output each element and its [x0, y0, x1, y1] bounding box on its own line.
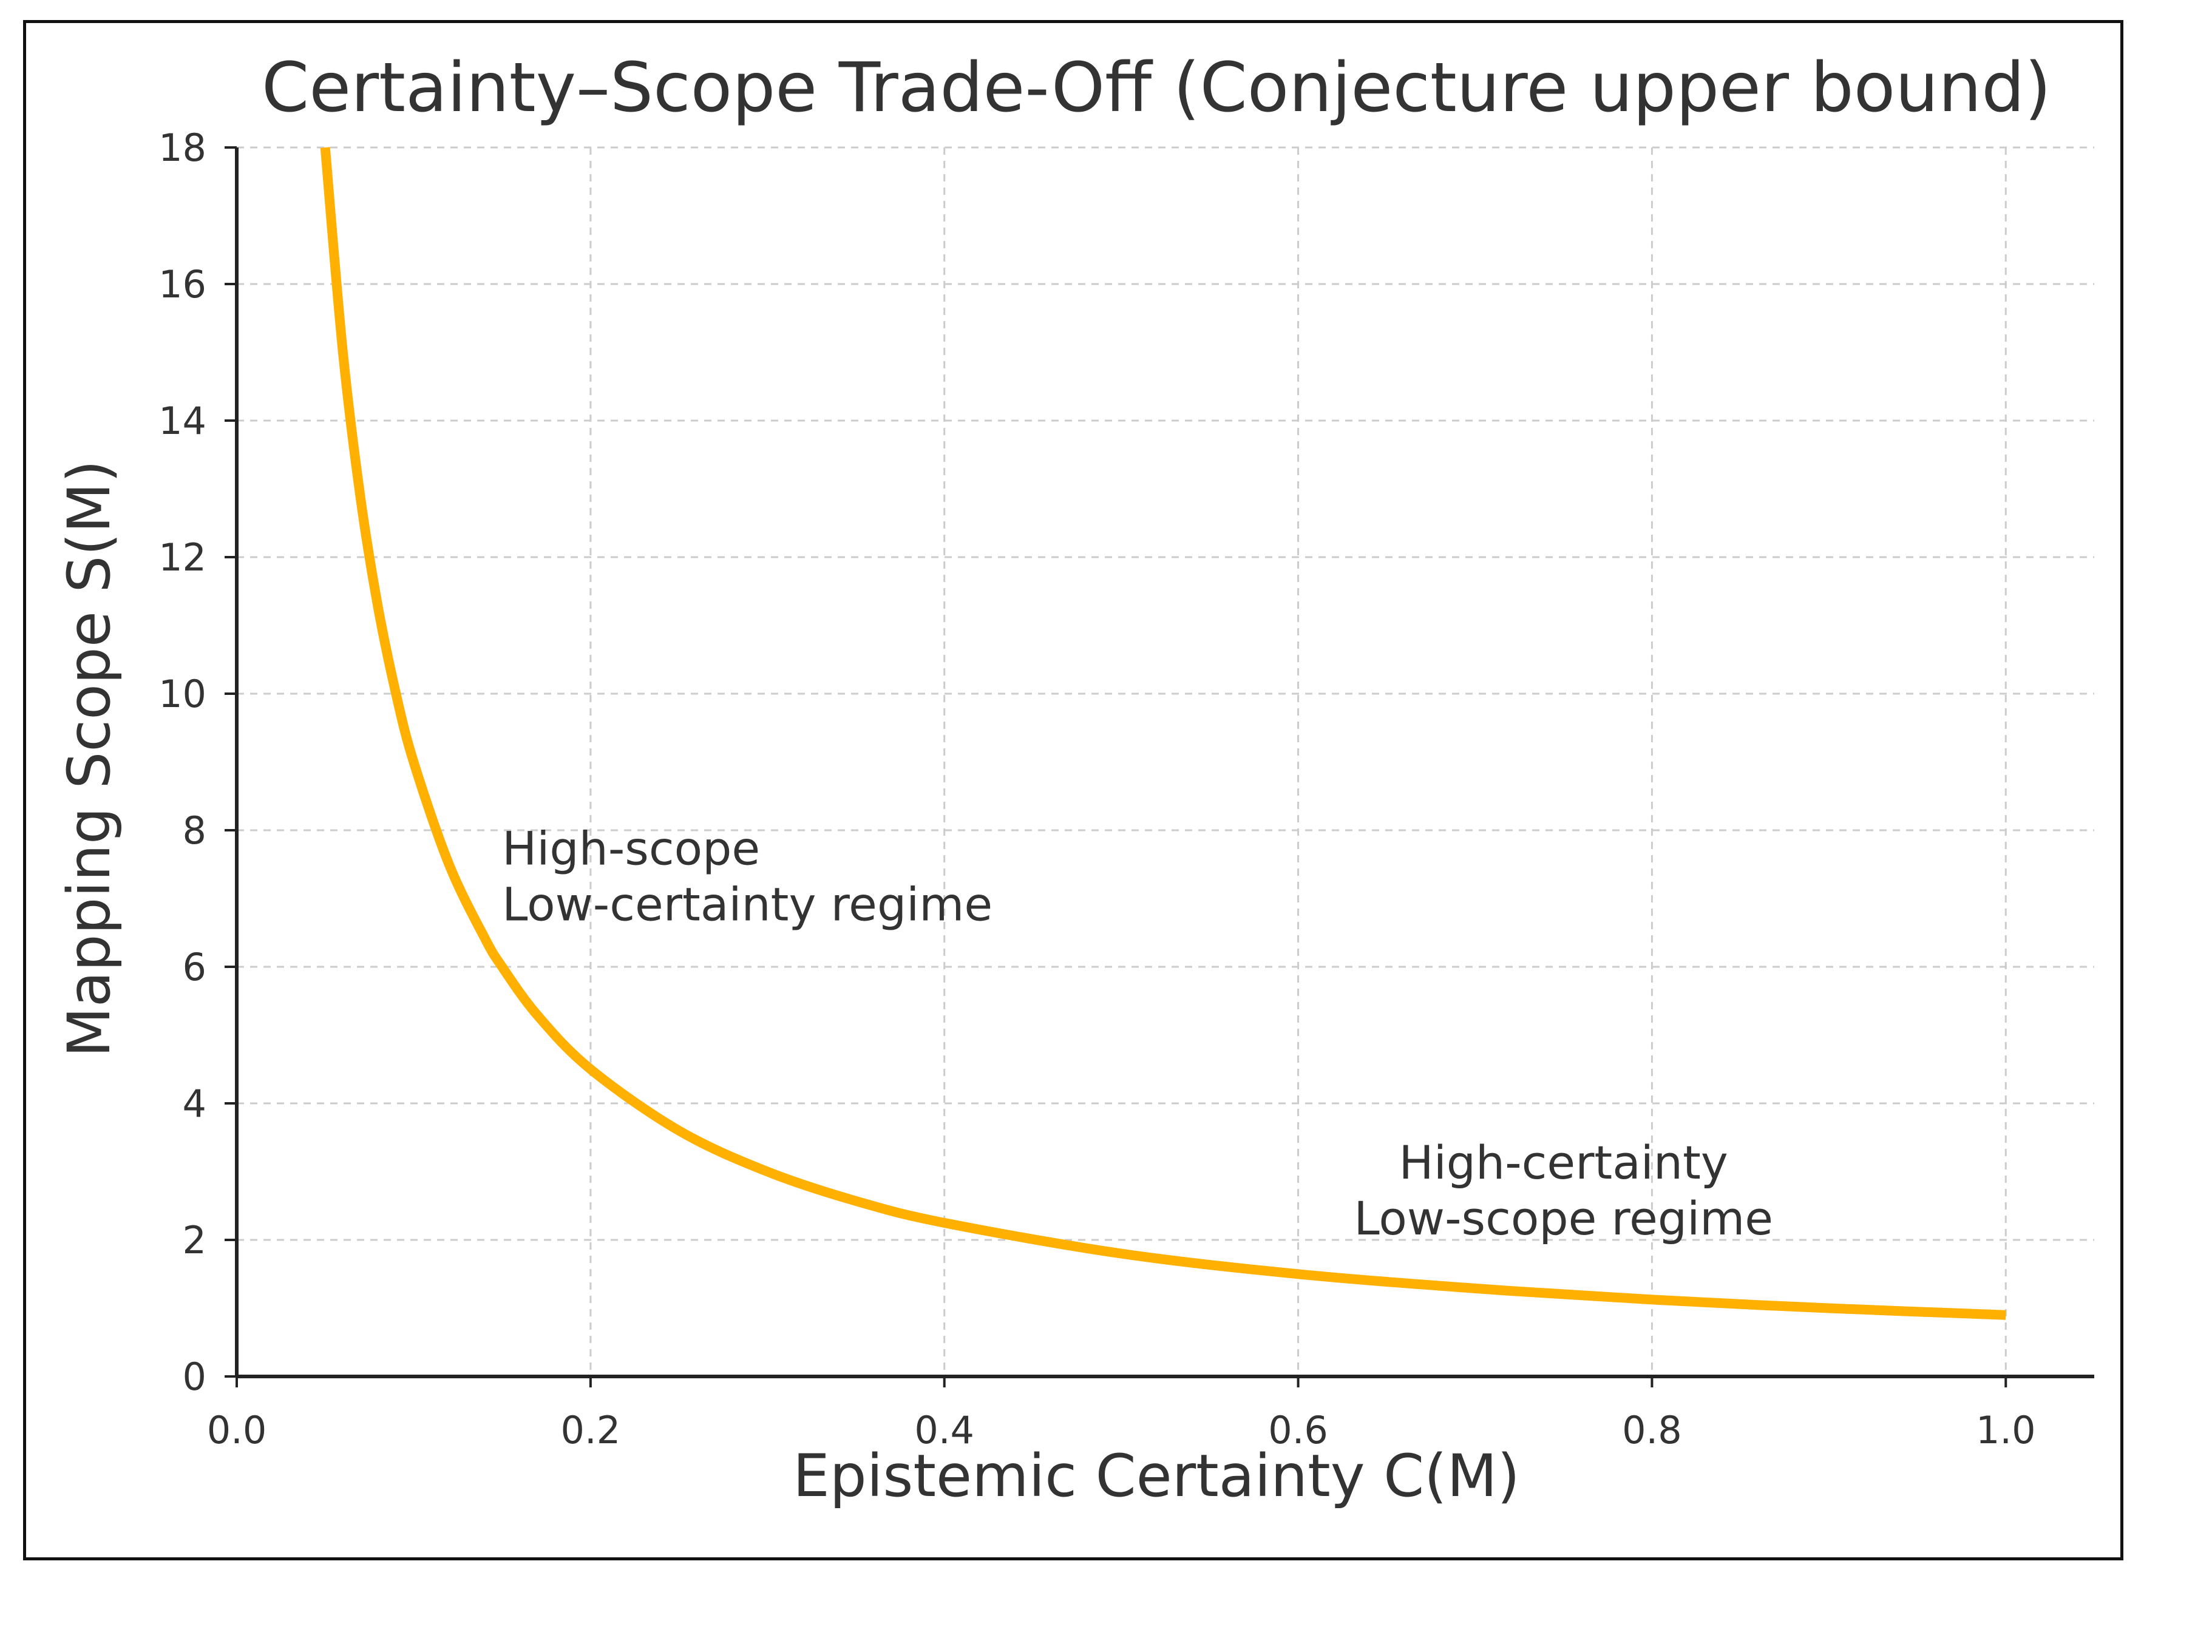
- y-tick-label: 8: [183, 808, 206, 853]
- x-tick-label: 0.6: [1268, 1408, 1328, 1452]
- x-axis-label: Epistemic Certainty C(M): [793, 1442, 1520, 1510]
- annotation: High-scope Low-certainty regime: [502, 821, 992, 931]
- x-tick-label: 0.2: [561, 1408, 621, 1452]
- y-tick-label: 4: [183, 1082, 206, 1126]
- y-tick-label: 6: [183, 945, 206, 989]
- x-tick-label: 0.4: [914, 1408, 974, 1452]
- y-axis-label: Mapping Scope S(M): [55, 460, 123, 1057]
- y-tick-label: 16: [158, 262, 206, 306]
- annotation-line: Low-scope regime: [1354, 1191, 1773, 1245]
- annotation-line: High-certainty: [1399, 1136, 1728, 1190]
- curve-layer: [320, 147, 2006, 1320]
- y-tick-label: 12: [158, 535, 206, 580]
- series-line: [320, 147, 2006, 1320]
- x-tick-label: 0.8: [1622, 1408, 1682, 1452]
- annotation-line: High-scope: [502, 821, 760, 875]
- y-tick-label: 14: [158, 399, 206, 443]
- annotation-line: Low-certainty regime: [502, 877, 992, 931]
- y-tick-label: 0: [183, 1355, 206, 1399]
- annotation: High-certainty Low-scope regime: [1354, 1136, 1773, 1245]
- grid: [237, 146, 2094, 1376]
- y-tick-label: 18: [158, 126, 206, 170]
- annotations: High-scope Low-certainty regime High-certa…: [502, 821, 1773, 1245]
- y-ticks: 0 2 4 6 8 10 12 14 16 18: [158, 126, 237, 1399]
- x-tick-label: 1.0: [1976, 1408, 2036, 1452]
- y-tick-label: 2: [183, 1218, 206, 1262]
- chart-title: Certainty–Scope Trade-Off (Conjecture up…: [262, 49, 2051, 127]
- y-tick-label: 10: [158, 672, 206, 716]
- axes: [235, 147, 2094, 1378]
- x-ticks: 0.0 0.2 0.4 0.6 0.8 1.0: [207, 1376, 2036, 1452]
- x-tick-label: 0.0: [207, 1408, 267, 1452]
